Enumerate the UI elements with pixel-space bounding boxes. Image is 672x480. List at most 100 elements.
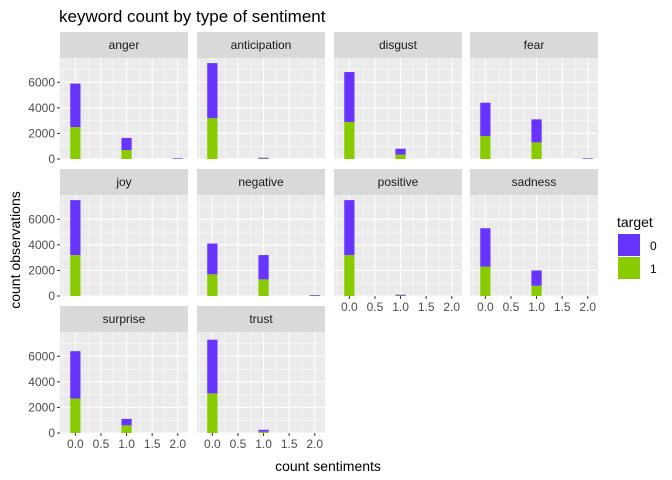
bar-target-0 xyxy=(531,119,542,143)
facet-panel-joy: joy 0 2000 4000 6000 xyxy=(28,169,188,303)
bar-target-1 xyxy=(344,255,355,296)
facet-panel-anticipation: anticipation xyxy=(197,32,325,160)
bar-target-0 xyxy=(344,200,355,256)
bar-target-1 xyxy=(70,398,81,433)
bar-target-1 xyxy=(258,431,269,433)
bar-target-0 xyxy=(121,418,132,426)
legend-items: 01 xyxy=(618,234,657,279)
bar-target-0 xyxy=(344,72,355,122)
y-tick-label: 4000 xyxy=(28,375,55,389)
bar-target-1 xyxy=(480,266,491,296)
bar-target-0 xyxy=(70,200,81,256)
y-tick-label: 2000 xyxy=(28,126,55,140)
x-tick-label: 0.5 xyxy=(503,300,520,314)
x-tick-label: 2.0 xyxy=(579,300,596,314)
x-tick-label: 0.0 xyxy=(341,300,358,314)
x-axis-title: count sentiments xyxy=(275,458,381,474)
y-axis-title: count observations xyxy=(7,191,23,309)
facet-strip xyxy=(334,32,462,58)
bar-target-1 xyxy=(258,158,269,159)
x-tick-label: 0.5 xyxy=(230,437,247,451)
y-tick-label: 0 xyxy=(48,152,55,166)
bar-target-1 xyxy=(531,285,542,296)
y-tick-label: 2000 xyxy=(28,400,55,414)
facet-strip xyxy=(60,306,188,332)
bar-target-0 xyxy=(258,429,269,432)
facet-panel-sadness: sadness 0.0 0.5 1.0 1.5 2.0 xyxy=(470,169,598,314)
legend-key-0 xyxy=(618,234,640,256)
x-tick-label: 0.0 xyxy=(204,437,221,451)
panel-background xyxy=(334,58,462,159)
bar-target-1 xyxy=(207,118,218,159)
legend-key-1 xyxy=(618,257,640,279)
panel-background xyxy=(60,195,188,296)
facet-label: disgust xyxy=(379,38,418,52)
chart-title: keyword count by type of sentiment xyxy=(59,7,326,26)
facet-label: fear xyxy=(524,38,545,52)
legend: target 01 xyxy=(617,214,657,279)
facet-strip xyxy=(60,169,188,195)
facet-panel-trust: trust 0.0 0.5 1.0 1.5 2.0 xyxy=(197,306,325,451)
x-tick-label: 0.5 xyxy=(93,437,110,451)
facet-panel-negative: negative xyxy=(197,169,325,297)
facet-strip xyxy=(470,169,598,195)
x-tick-label: 2.0 xyxy=(443,300,460,314)
x-tick-label: 0.0 xyxy=(477,300,494,314)
bar-target-1 xyxy=(480,135,491,159)
bar-target-1 xyxy=(258,279,269,296)
y-tick-label: 4000 xyxy=(28,101,55,115)
legend-label-1: 1 xyxy=(650,262,657,276)
bar-target-1 xyxy=(531,142,542,159)
bar-target-1 xyxy=(395,295,406,296)
y-tick-label: 6000 xyxy=(28,212,55,226)
x-tick-label: 1.0 xyxy=(255,437,272,451)
x-tick-label: 0.5 xyxy=(367,300,384,314)
legend-title: target xyxy=(617,214,653,230)
x-tick-label: 2.0 xyxy=(169,437,186,451)
facet-panel-anger: anger 0 2000 4000 6000 xyxy=(28,32,188,166)
x-tick-label: 1.0 xyxy=(118,437,135,451)
x-tick-label: 1.5 xyxy=(554,300,571,314)
bar-target-0 xyxy=(70,83,81,128)
x-tick-label: 1.0 xyxy=(392,300,409,314)
bar-target-1 xyxy=(121,425,132,433)
bar-target-0 xyxy=(309,294,320,296)
facet-strip xyxy=(197,169,325,195)
panel-background xyxy=(60,332,188,433)
facet-label: anticipation xyxy=(231,38,292,52)
bar-target-1 xyxy=(121,150,132,159)
panel-background xyxy=(334,195,462,296)
facet-panel-disgust: disgust xyxy=(334,32,462,160)
facet-strip xyxy=(197,306,325,332)
x-tick-label: 1.0 xyxy=(528,300,545,314)
legend-label-0: 0 xyxy=(650,239,657,253)
facet-panels: anger 0 2000 4000 6000 anticipation disgust fea… xyxy=(28,32,598,451)
facet-strip xyxy=(197,32,325,58)
x-tick-label: 1.5 xyxy=(281,437,298,451)
x-tick-label: 1.5 xyxy=(418,300,435,314)
x-tick-label: 0.0 xyxy=(67,437,84,451)
bar-target-0 xyxy=(582,158,593,159)
bar-target-0 xyxy=(172,158,183,159)
facet-label: surprise xyxy=(103,312,146,326)
facet-panel-surprise: surprise 0 2000 4000 6000 0.0 0.5 1.0 1.5 2.0 xyxy=(28,306,188,451)
bar-target-0 xyxy=(480,102,491,136)
panel-background xyxy=(197,58,325,159)
bar-target-0 xyxy=(480,228,491,267)
y-tick-label: 0 xyxy=(48,289,55,303)
y-tick-label: 0 xyxy=(48,426,55,440)
y-tick-label: 6000 xyxy=(28,75,55,89)
bar-target-0 xyxy=(258,157,269,159)
facet-label: joy xyxy=(115,175,131,189)
facet-label: positive xyxy=(378,175,419,189)
bar-target-0 xyxy=(207,243,218,275)
bar-target-0 xyxy=(70,351,81,399)
bar-target-1 xyxy=(70,255,81,296)
bar-target-1 xyxy=(70,127,81,159)
bar-target-1 xyxy=(395,154,406,159)
facet-label: trust xyxy=(249,312,273,326)
facet-strip xyxy=(334,169,462,195)
bar-target-1 xyxy=(207,274,218,296)
bar-target-0 xyxy=(395,148,406,155)
